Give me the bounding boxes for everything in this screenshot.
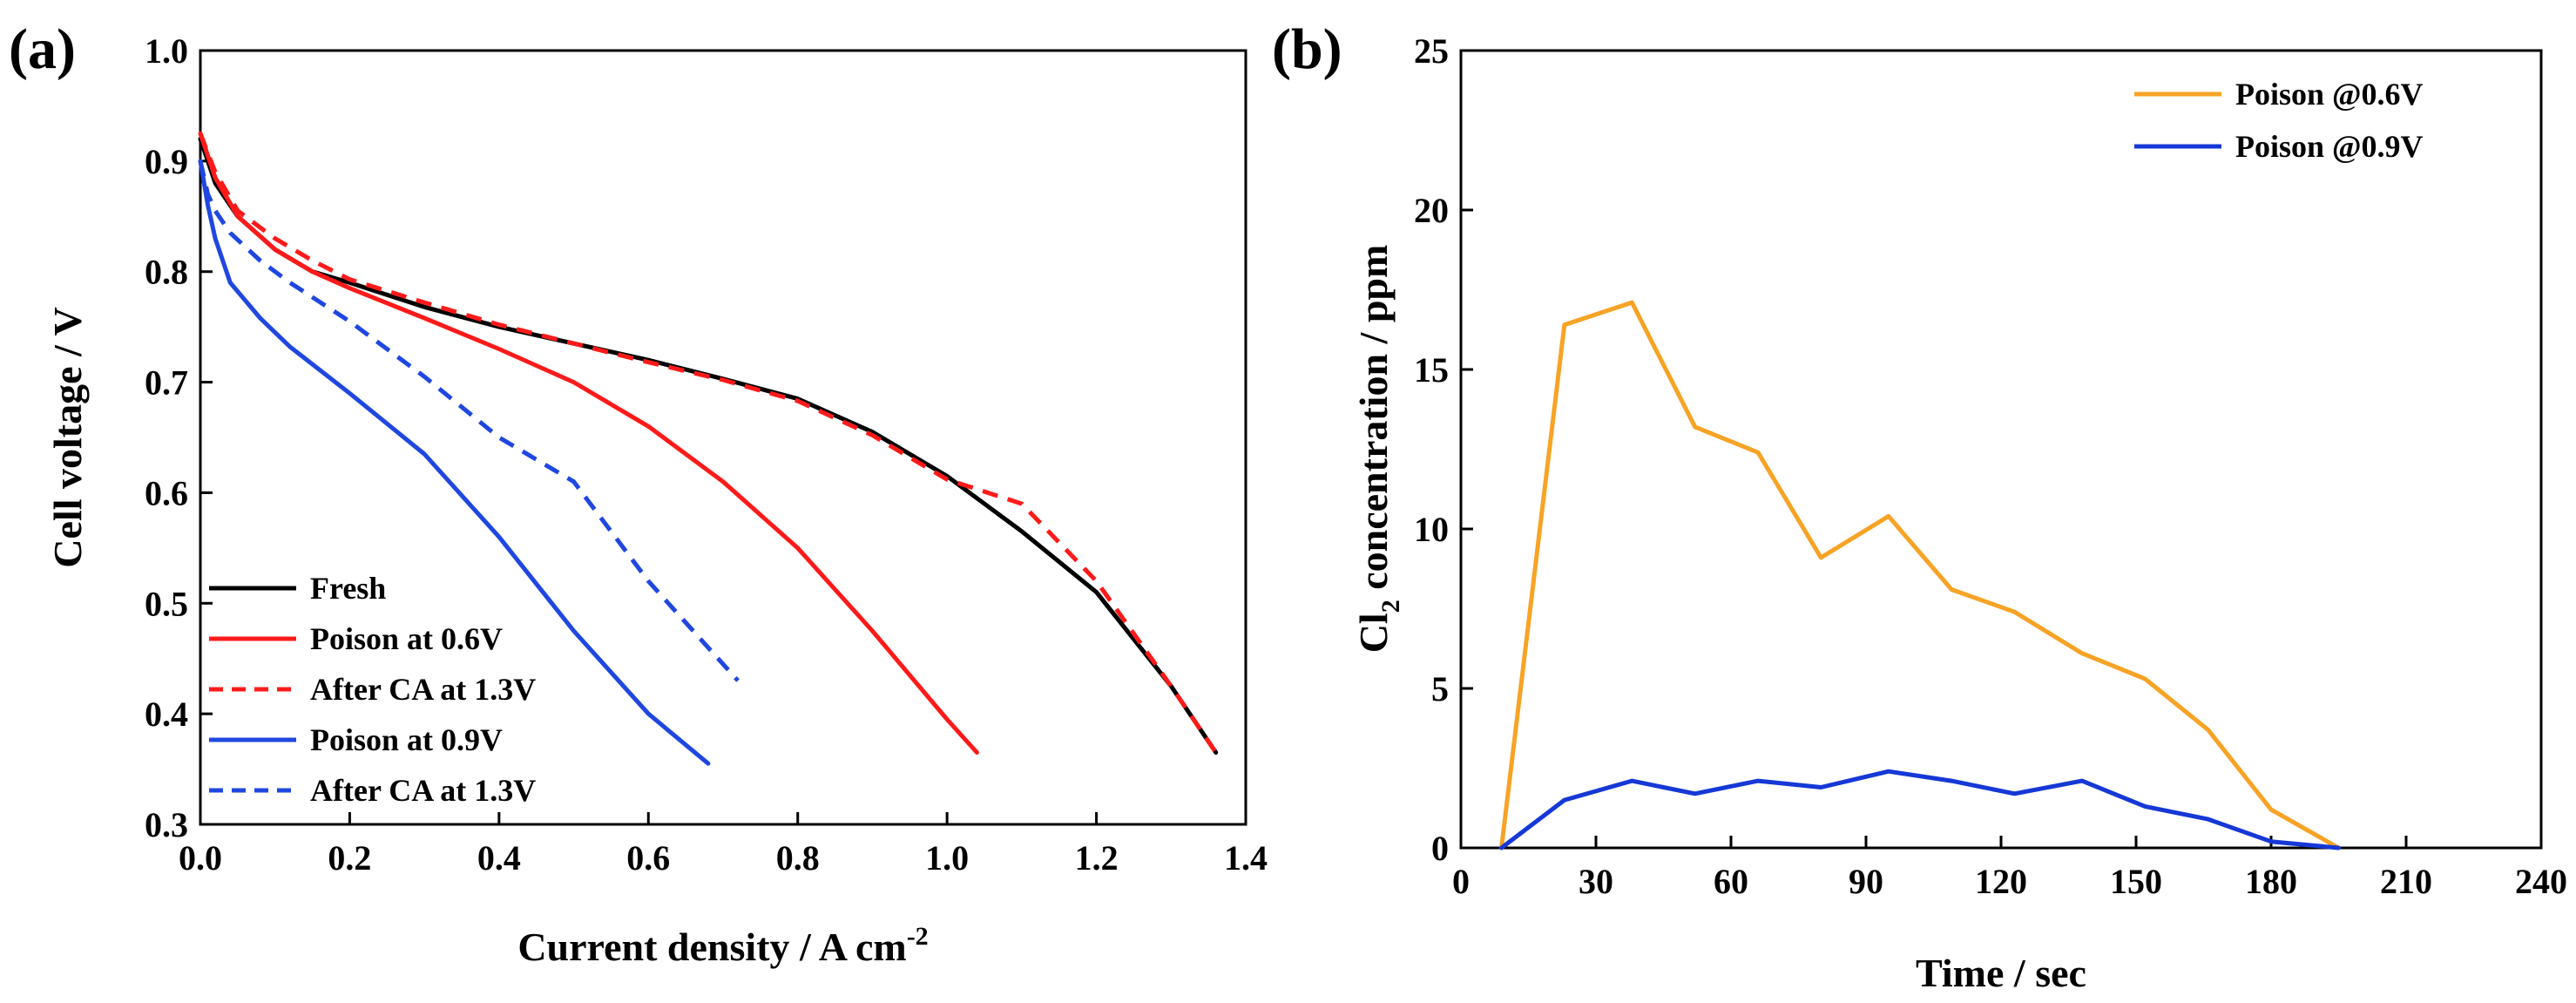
x-tick-label: 1.4 — [1224, 838, 1268, 878]
x-tick-label: 0.4 — [477, 838, 521, 878]
series-line-1 — [1499, 769, 2341, 851]
y-tick-label: 0.9 — [145, 142, 188, 181]
legend-label: Poison @0.6V — [2235, 77, 2424, 112]
x-tick-label: 60 — [1714, 862, 1748, 901]
y-tick-label: 0.4 — [145, 695, 188, 734]
panel-a-ticks — [199, 49, 1247, 826]
y-tick-label: 20 — [1414, 191, 1449, 230]
x-tick-label: 240 — [2515, 862, 2567, 901]
y-tick-label: 0.8 — [145, 253, 188, 292]
panel-a-x-axis-title-text: Current density / A cm — [517, 925, 906, 969]
y-tick-label: 0.5 — [145, 584, 188, 623]
legend-label: After CA at 1.3V — [310, 773, 536, 808]
legend-label: Poison at 0.9V — [310, 722, 503, 757]
panel-a-tick-labels: 0.0 0.2 0.4 0.6 0.8 1.0 1.2 1.4 0.3 0.4 0.5 0.6 0.7 0… — [145, 31, 1268, 878]
y-tick-label: 10 — [1414, 510, 1449, 549]
y-tick-label: 25 — [1414, 31, 1449, 71]
panel-b-y-axis-title-main: Cl — [1351, 613, 1396, 653]
y-tick-label: 1.0 — [145, 31, 188, 71]
panel-a-x-axis-title: Current density / A cm-2 — [517, 922, 928, 969]
panel-a: (a) 0.0 0.2 0.4 0.6 0.8 1.0 1.2 1.4 0.3 0.4 0.5 0.6… — [9, 17, 1268, 969]
panel-a-label: (a) — [9, 17, 76, 81]
y-tick-label: 15 — [1414, 350, 1449, 390]
panel-b-y-axis-title-rest: concentration / ppm — [1351, 245, 1396, 600]
series-line-0 — [198, 137, 1219, 755]
x-tick-label: 150 — [2110, 862, 2162, 901]
panel-b-series — [1499, 300, 2341, 851]
y-tick-label: 0 — [1431, 829, 1449, 868]
x-tick-label: 0.2 — [328, 838, 371, 878]
panel-b-frame — [1459, 49, 2543, 850]
panel-a-x-axis-title-sup: -2 — [907, 922, 929, 951]
y-tick-label: 5 — [1431, 669, 1449, 708]
panel-a-series — [198, 131, 1219, 766]
series-line-1 — [198, 131, 979, 755]
x-tick-label: 180 — [2245, 862, 2297, 901]
panel-b-legend: Poison @0.6V Poison @0.9V — [2134, 77, 2424, 164]
x-tick-label: 1.2 — [1075, 838, 1119, 878]
series-line-2 — [198, 132, 1218, 754]
series-line-4 — [198, 160, 740, 682]
legend-label: Poison @0.9V — [2235, 129, 2424, 164]
x-tick-label: 0.6 — [626, 838, 670, 878]
panel-b-y-axis-title-sub: 2 — [1376, 600, 1405, 613]
x-tick-label: 210 — [2380, 862, 2432, 901]
legend-label: Fresh — [310, 571, 386, 606]
panel-a-y-axis-title: Cell voltage / V — [45, 307, 90, 567]
y-tick-label: 0.3 — [145, 805, 188, 844]
series-line-0 — [1499, 300, 2341, 851]
x-tick-label: 120 — [1975, 862, 2027, 901]
legend-label: Poison at 0.6V — [310, 621, 503, 656]
panel-b-x-axis-title: Time / sec — [1916, 951, 2086, 995]
y-tick-label: 0.7 — [145, 363, 188, 403]
x-tick-label: 0.0 — [179, 838, 222, 878]
x-tick-label: 0 — [1452, 862, 1470, 901]
panel-b-y-axis-title: Cl2 concentration / ppm — [1351, 245, 1405, 654]
x-tick-label: 90 — [1849, 862, 1883, 901]
legend-label: After CA at 1.3V — [310, 672, 536, 707]
panel-b: (b) 0 30 60 90 120 150 180 210 240 0 5 10 15 20 25 Tim… — [1272, 17, 2567, 995]
panel-b-tick-labels: 0 30 60 90 120 150 180 210 240 0 5 10 15 20 25 — [1414, 31, 2567, 901]
panel-b-ticks — [1459, 49, 2543, 850]
y-tick-label: 0.6 — [145, 473, 188, 512]
x-tick-label: 30 — [1579, 862, 1613, 901]
panel-a-legend: Fresh Poison at 0.6V After CA at 1.3V Poiso… — [209, 571, 536, 808]
x-tick-label: 0.8 — [776, 838, 820, 878]
panel-a-frame — [199, 49, 1247, 826]
x-tick-label: 1.0 — [925, 838, 969, 878]
panel-b-label: (b) — [1272, 17, 1342, 81]
series-line-3 — [198, 159, 711, 766]
